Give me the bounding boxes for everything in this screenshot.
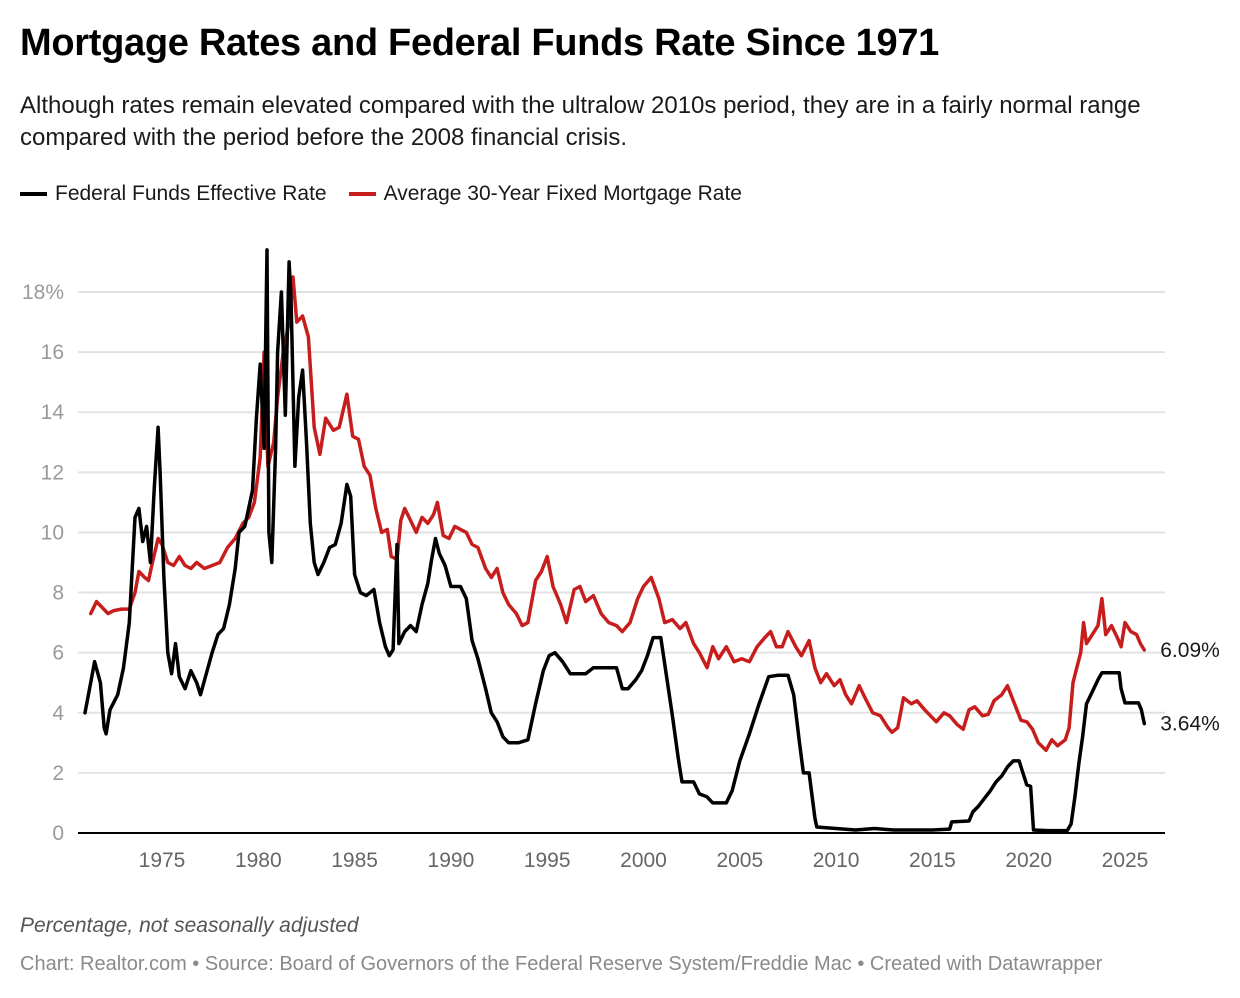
x-tick-label: 1985	[331, 849, 378, 872]
end-labels: 6.09% 3.64%	[1160, 639, 1220, 736]
end-label-mortgage: 6.09%	[1160, 639, 1220, 662]
chart-credits: Chart: Realtor.com • Source: Board of Go…	[20, 953, 1103, 975]
y-tick-label: 4	[52, 702, 64, 725]
legend-label-fed-funds: Federal Funds Effective Rate	[55, 182, 327, 205]
x-tick-label: 2010	[813, 849, 860, 872]
y-tick-label: 2	[52, 762, 64, 785]
chart-subtitle: Although rates remain elevated compared …	[20, 92, 1141, 151]
x-tick-label: 2005	[716, 849, 763, 872]
x-tick-label: 1995	[524, 849, 571, 872]
y-tick-label: 8	[52, 582, 64, 605]
x-tick-label: 1975	[139, 849, 186, 872]
x-tick-label: 2020	[1005, 849, 1052, 872]
legend-item-mortgage: Average 30-Year Fixed Mortgage Rate	[348, 182, 742, 206]
legend-swatch-mortgage	[348, 192, 376, 196]
x-axis-ticks: 1975 1980 1985 1990 1995 2000 2005 2010 2015 2020…	[139, 849, 1149, 872]
x-tick-label: 1980	[235, 849, 282, 872]
y-tick-label: 12	[41, 461, 64, 484]
y-tick-label: 10	[41, 521, 64, 544]
legend-label-mortgage: Average 30-Year Fixed Mortgage Rate	[383, 182, 742, 205]
chart-notes: Percentage, not seasonally adjusted	[20, 914, 359, 937]
y-tick-label: 6	[52, 642, 64, 665]
series-line-fed-funds	[83, 248, 1147, 833]
y-tick-label: 16	[41, 341, 64, 364]
series-lines	[83, 248, 1147, 833]
legend-item-fed-funds: Federal Funds Effective Rate	[20, 182, 327, 206]
y-tick-label: 18%	[22, 281, 64, 304]
x-tick-label: 2025	[1102, 849, 1149, 872]
y-tick-label: 14	[41, 401, 65, 424]
legend-swatch-fed-funds	[20, 192, 47, 196]
chart-legend: Federal Funds Effective Rate Average 30-…	[20, 182, 742, 206]
x-tick-label: 2000	[620, 849, 667, 872]
chart-title: Mortgage Rates and Federal Funds Rate Si…	[20, 22, 939, 64]
y-axis-ticks: 0 2 4 6 8 10 12 14 16 18%	[22, 281, 64, 845]
end-label-fed-funds: 3.64%	[1160, 713, 1220, 736]
y-tick-label: 0	[52, 822, 64, 845]
x-tick-label: 2015	[909, 849, 956, 872]
x-tick-label: 1990	[428, 849, 475, 872]
